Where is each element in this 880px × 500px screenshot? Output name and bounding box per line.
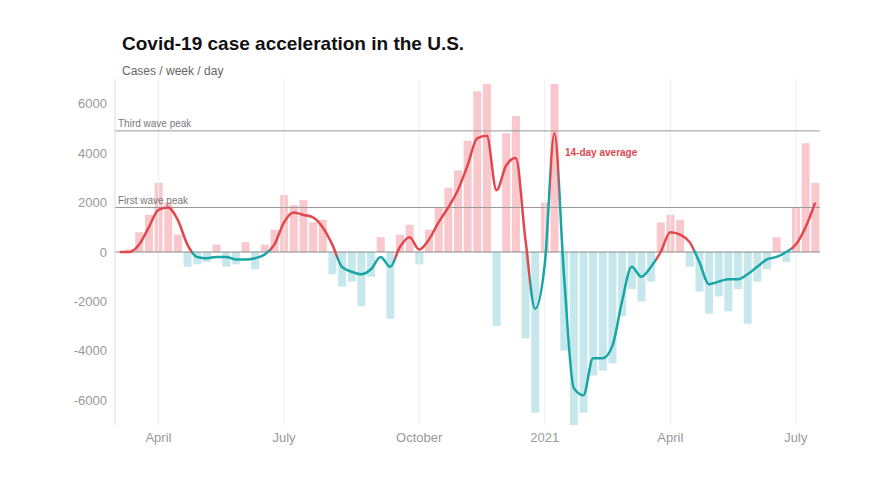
svg-text:2000: 2000	[78, 195, 107, 210]
svg-text:2021: 2021	[530, 430, 559, 445]
svg-text:April: April	[145, 430, 171, 445]
svg-text:6000: 6000	[78, 96, 107, 111]
svg-text:July: July	[272, 430, 296, 445]
svg-text:-4000: -4000	[74, 343, 107, 358]
svg-text:Third wave peak: Third wave peak	[118, 118, 192, 129]
svg-text:First wave peak: First wave peak	[118, 195, 189, 206]
html-text:Cases / week / day: Cases / week / day	[122, 64, 224, 78]
svg-text:October: October	[396, 430, 443, 445]
svg-text:4000: 4000	[78, 146, 107, 161]
svg-text:July: July	[784, 430, 808, 445]
svg-text:0: 0	[100, 245, 107, 260]
svg-text:-2000: -2000	[74, 294, 107, 309]
svg-text:April: April	[657, 430, 683, 445]
html-text:14-day average: 14-day average	[565, 147, 638, 158]
svg-text:-6000: -6000	[74, 393, 107, 408]
html-text:Covid-19 case acceleration in: Covid-19 case acceleration in the U.S.	[122, 33, 465, 54]
